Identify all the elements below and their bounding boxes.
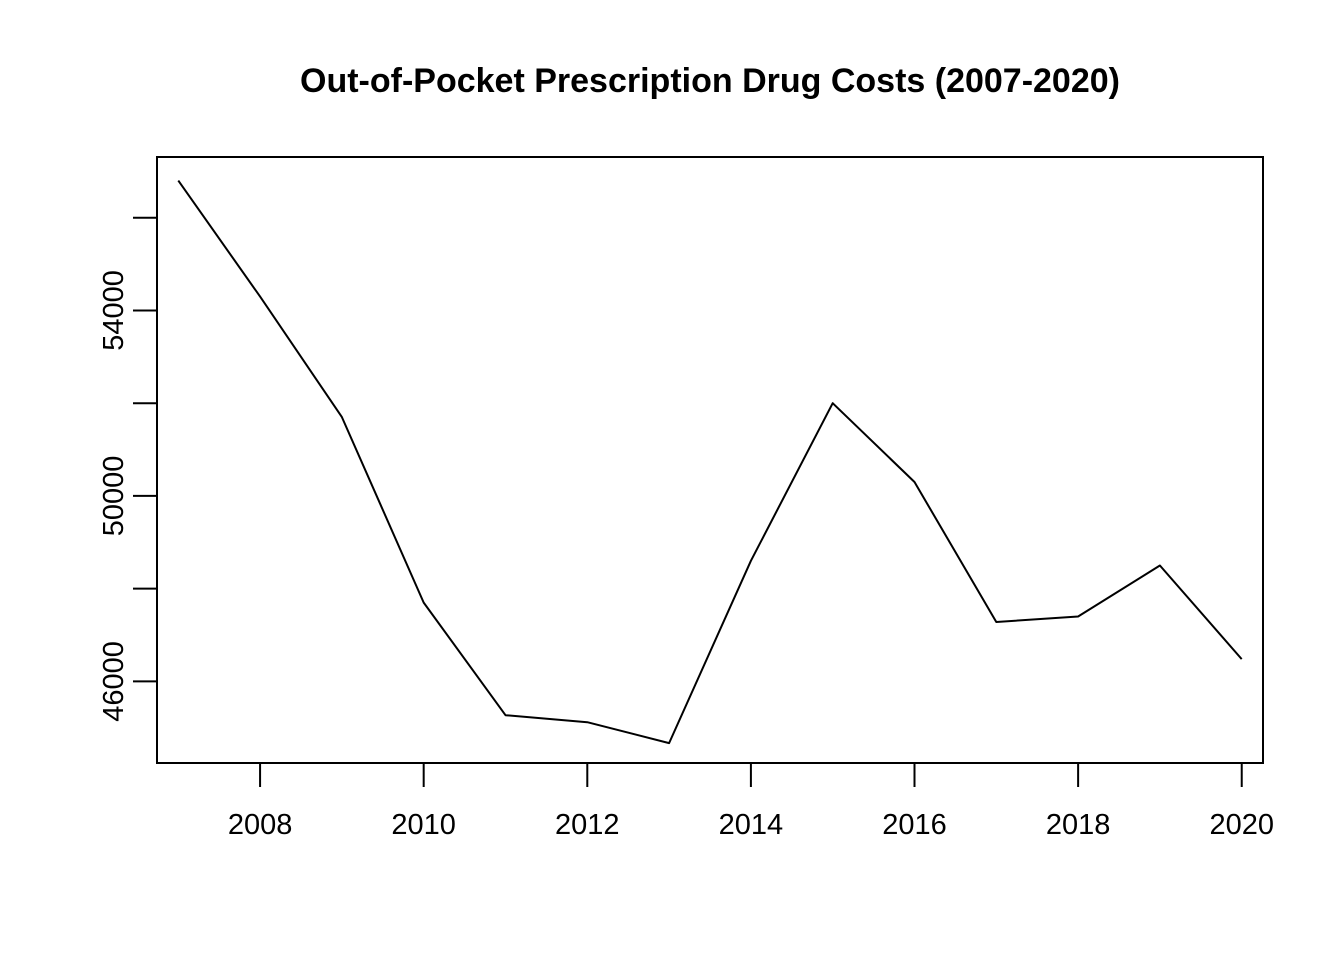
x-tick-label: 2018 <box>1046 809 1111 841</box>
x-tick-label: 2008 <box>228 809 293 841</box>
y-tick-label: 50000 <box>98 456 130 537</box>
plot-area-border <box>156 156 1264 764</box>
x-tick-label: 2010 <box>391 809 456 841</box>
series-line-0 <box>177 180 1243 745</box>
chart-title: Out-of-Pocket Prescription Drug Costs (2… <box>300 62 1120 100</box>
x-tick-label: 2020 <box>1209 809 1274 841</box>
y-axis: 46000 50000 54000 <box>98 216 158 722</box>
y-tick-label: 54000 <box>98 270 130 351</box>
x-tick-label: 2012 <box>555 809 620 841</box>
y-tick-label: 46000 <box>98 641 130 722</box>
x-axis: 2008 2010 2012 2014 2016 2018 2020 <box>228 762 1274 841</box>
series-layer <box>177 180 1243 745</box>
x-tick-label: 2016 <box>882 809 947 841</box>
x-tick-label: 2014 <box>719 809 784 841</box>
